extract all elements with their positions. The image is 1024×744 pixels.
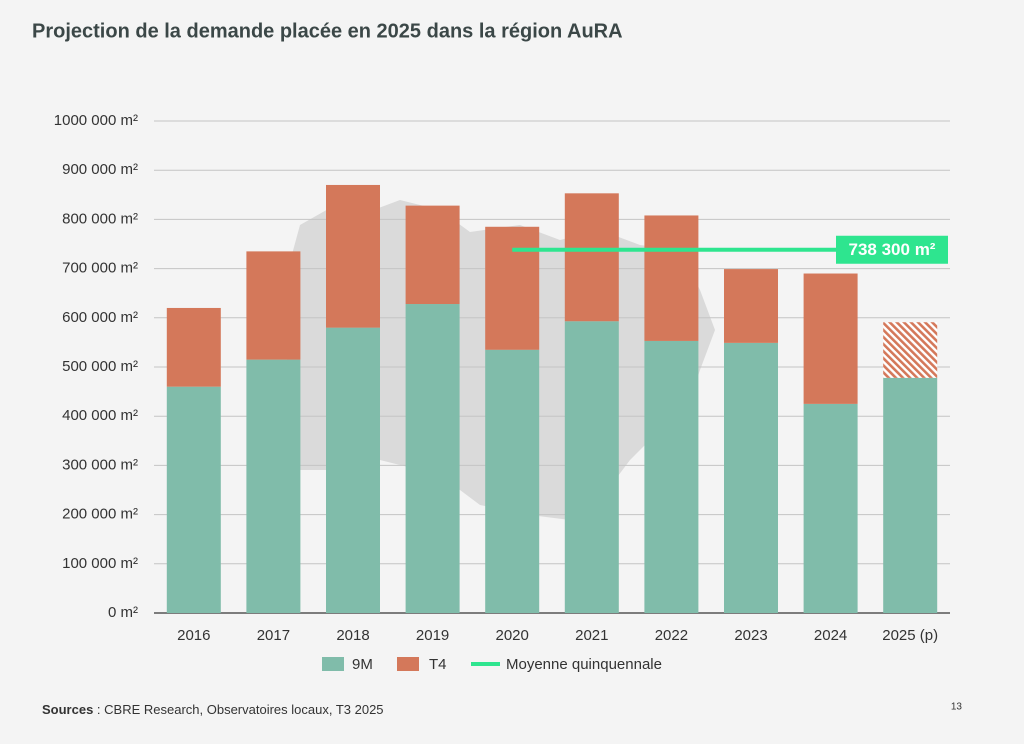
bar-segment — [644, 340, 699, 613]
x-tick-label: 2024 — [814, 627, 847, 644]
x-tick-label: 2023 — [734, 627, 767, 644]
bar-segment — [883, 377, 938, 613]
y-tick-label: 800 000 m² — [62, 210, 138, 227]
source: Sources : CBRE Research, Observatoires l… — [42, 702, 384, 717]
bar-segment — [564, 321, 619, 613]
bar-segment — [644, 215, 699, 341]
bar-segment — [166, 386, 221, 613]
bar-segment — [166, 307, 221, 387]
chart-title: Projection de la demande placée en 2025 … — [32, 20, 623, 42]
x-tick-label: 2020 — [496, 627, 529, 644]
legend: 9M T4 Moyenne quinquennale — [322, 656, 662, 673]
bar-segment — [485, 349, 540, 613]
bar-segment — [326, 184, 380, 328]
legend-swatch — [322, 657, 344, 671]
bar-segment — [405, 304, 460, 613]
y-tick-label: 300 000 m² — [62, 456, 138, 473]
average-label-box — [836, 235, 948, 264]
y-tick-label: 600 000 m² — [62, 309, 138, 326]
x-tick-label: 2019 — [416, 627, 449, 644]
legend-label: Moyenne quinquennale — [506, 656, 662, 673]
x-tick-label: 2021 — [575, 627, 608, 644]
bar-segment — [564, 193, 619, 322]
source-label: Sources — [42, 702, 93, 717]
bar-segment — [326, 327, 380, 613]
y-tick-label: 1000 000 m² — [54, 112, 138, 129]
bar-segment — [246, 359, 301, 613]
x-tick-label: 2016 — [177, 627, 210, 644]
x-tick-label: 2025 (p) — [882, 627, 938, 644]
bar-segment — [724, 269, 778, 343]
x-tick-label: 2018 — [336, 627, 369, 644]
source-text: : CBRE Research, Observatoires locaux, T… — [93, 702, 383, 717]
x-tick-label: 2022 — [655, 627, 688, 644]
y-tick-label: 100 000 m² — [62, 555, 138, 572]
bar-segment — [405, 205, 460, 305]
y-tick-label: 0 m² — [108, 604, 138, 621]
x-tick-label: 2017 — [257, 627, 290, 644]
bar-segment — [724, 342, 778, 613]
y-tick-label: 900 000 m² — [62, 161, 138, 178]
legend-label: T4 — [429, 656, 447, 673]
y-tick-label: 500 000 m² — [62, 358, 138, 375]
bar-segment — [803, 403, 858, 613]
average-label: 738 300 m² — [849, 240, 936, 259]
legend-label: 9M — [352, 656, 373, 673]
bar-segment — [246, 251, 301, 360]
bar-segment — [803, 273, 858, 404]
page-number: 13 — [951, 702, 963, 713]
legend-swatch — [397, 657, 419, 671]
y-tick-label: 400 000 m² — [62, 407, 138, 424]
y-tick-label: 700 000 m² — [62, 260, 138, 277]
bar-segment — [485, 226, 540, 350]
y-tick-label: 200 000 m² — [62, 506, 138, 523]
bar-segment — [883, 322, 938, 378]
